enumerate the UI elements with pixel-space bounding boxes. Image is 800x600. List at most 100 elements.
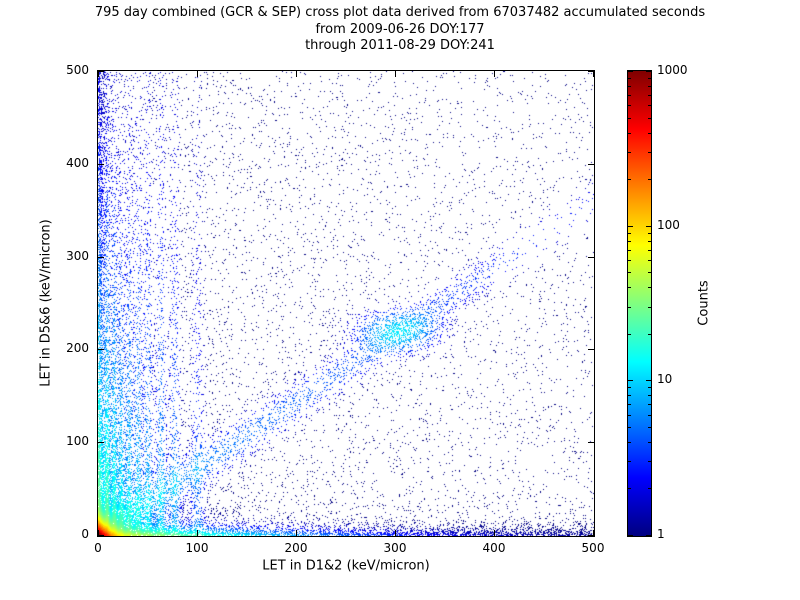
- y-tick-mark: [98, 442, 104, 443]
- colorbar-minor-tick-mark: [648, 287, 651, 288]
- y-tick-mark-right: [588, 164, 594, 165]
- colorbar-minor-tick-mark: [648, 404, 651, 405]
- x-tick-mark: [98, 530, 99, 536]
- colorbar-minor-tick-mark: [648, 260, 651, 261]
- colorbar-minor-tick-mark-left: [628, 307, 631, 308]
- chart-title: 795 day combined (GCR & SEP) cross plot …: [0, 5, 800, 55]
- x-tick-label: 0: [94, 541, 102, 555]
- y-tick-label: 200: [66, 341, 89, 356]
- colorbar-minor-tick-mark-left: [628, 241, 631, 242]
- colorbar-minor-tick-mark: [648, 427, 651, 428]
- colorbar-minor-tick-mark-left: [628, 272, 631, 273]
- x-tick-mark-top: [197, 71, 198, 77]
- colorbar-minor-tick-mark: [648, 233, 651, 234]
- x-tick-mark: [593, 530, 594, 536]
- colorbar-minor-tick-mark-left: [628, 118, 631, 119]
- x-tick-label: 400: [482, 541, 506, 555]
- y-tick-label: 0: [81, 527, 89, 541]
- colorbar-minor-tick-mark: [648, 86, 651, 87]
- y-tick-label: 100: [66, 434, 89, 449]
- y-tick-label: 500: [66, 63, 89, 77]
- colorbar-minor-tick-mark-left: [628, 415, 631, 416]
- y-tick-mark-right: [588, 71, 594, 72]
- colorbar-minor-tick-mark: [648, 118, 651, 119]
- x-axis-label: LET in D1&2 (keV/micron): [262, 558, 430, 574]
- colorbar-minor-tick-mark-left: [628, 95, 631, 96]
- colorbar-minor-tick-mark: [648, 250, 651, 251]
- colorbar: [627, 70, 652, 537]
- colorbar-minor-tick-mark: [648, 307, 651, 308]
- colorbar-minor-tick-mark: [648, 95, 651, 96]
- colorbar-minor-tick-mark-left: [628, 86, 631, 87]
- x-tick-mark: [494, 530, 495, 536]
- scatter-density-canvas: [98, 71, 594, 536]
- x-tick-mark-top: [494, 71, 495, 77]
- colorbar-tick-label: 10: [657, 372, 673, 387]
- plot-area: [97, 70, 595, 537]
- colorbar-minor-tick-mark-left: [628, 78, 631, 79]
- colorbar-tick-mark: [646, 380, 651, 381]
- y-tick-mark: [98, 349, 104, 350]
- y-tick-mark-right: [588, 349, 594, 350]
- colorbar-minor-tick-mark-left: [628, 387, 631, 388]
- x-tick-mark-top: [395, 71, 396, 77]
- colorbar-minor-tick-mark-left: [628, 250, 631, 251]
- colorbar-minor-tick-mark-left: [628, 260, 631, 261]
- colorbar-minor-tick-mark-left: [628, 179, 631, 180]
- colorbar-minor-tick-mark: [648, 152, 651, 153]
- x-tick-mark-top: [593, 71, 594, 77]
- x-tick-mark-top: [296, 71, 297, 77]
- y-tick-label: 300: [66, 248, 89, 263]
- y-tick-mark-right: [588, 442, 594, 443]
- colorbar-minor-tick-mark: [648, 179, 651, 180]
- colorbar-minor-tick-mark: [648, 461, 651, 462]
- colorbar-minor-tick-mark-left: [628, 334, 631, 335]
- colorbar-minor-tick-mark: [648, 78, 651, 79]
- colorbar-tick-mark-left: [628, 380, 633, 381]
- colorbar-minor-tick-mark-left: [628, 442, 631, 443]
- chart-title-line-3: through 2011-08-29 DOY:241: [305, 38, 495, 53]
- colorbar-tick-mark: [646, 226, 651, 227]
- colorbar-minor-tick-mark: [648, 334, 651, 335]
- y-tick-mark: [98, 257, 104, 258]
- colorbar-label: Counts: [696, 280, 712, 326]
- colorbar-minor-tick-mark-left: [628, 287, 631, 288]
- x-tick-label: 300: [383, 541, 407, 555]
- colorbar-minor-tick-mark: [648, 415, 651, 416]
- colorbar-minor-tick-mark-left: [628, 488, 631, 489]
- colorbar-minor-tick-mark: [648, 105, 651, 106]
- colorbar-minor-tick-mark-left: [628, 233, 631, 234]
- y-tick-mark-right: [588, 257, 594, 258]
- colorbar-tick-label: 1000: [657, 63, 688, 77]
- y-tick-mark-right: [588, 535, 594, 536]
- y-tick-mark: [98, 71, 104, 72]
- colorbar-minor-tick-mark-left: [628, 427, 631, 428]
- colorbar-minor-tick-mark: [648, 395, 651, 396]
- colorbar-minor-tick-mark-left: [628, 395, 631, 396]
- colorbar-minor-tick-mark: [648, 272, 651, 273]
- y-axis-label: LET in D5&6 (keV/micron): [38, 219, 54, 387]
- colorbar-minor-tick-mark-left: [628, 133, 631, 134]
- colorbar-minor-tick-mark: [648, 241, 651, 242]
- x-tick-mark: [296, 530, 297, 536]
- y-tick-label: 400: [66, 155, 89, 170]
- y-tick-mark: [98, 164, 104, 165]
- x-tick-mark: [197, 530, 198, 536]
- x-tick-mark-top: [98, 71, 99, 77]
- colorbar-tick-mark: [646, 71, 651, 72]
- colorbar-minor-tick-mark: [648, 387, 651, 388]
- colorbar-tick-label: 1: [657, 527, 665, 541]
- colorbar-minor-tick-mark-left: [628, 404, 631, 405]
- colorbar-tick-label: 100: [657, 217, 680, 232]
- colorbar-minor-tick-mark-left: [628, 152, 631, 153]
- colorbar-tick-mark-left: [628, 535, 633, 536]
- x-tick-label: 500: [581, 541, 605, 555]
- colorbar-tick-mark-left: [628, 226, 633, 227]
- x-tick-label: 200: [284, 541, 308, 555]
- colorbar-minor-tick-mark-left: [628, 105, 631, 106]
- chart-title-line-2: from 2009-06-26 DOY:177: [315, 21, 485, 37]
- x-tick-mark: [395, 530, 396, 536]
- colorbar-minor-tick-mark-left: [628, 461, 631, 462]
- y-tick-mark: [98, 535, 104, 536]
